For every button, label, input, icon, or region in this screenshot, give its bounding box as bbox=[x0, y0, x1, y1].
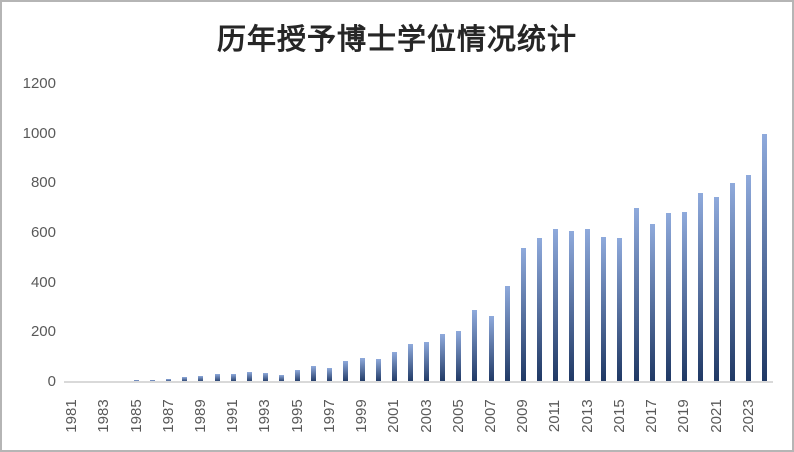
bar-1988 bbox=[182, 377, 188, 382]
bar-2015 bbox=[617, 237, 623, 382]
y-tick-label-1000: 1000 bbox=[22, 124, 56, 142]
x-axis-line bbox=[64, 381, 773, 383]
chart-title: 历年授予博士学位情况统计 bbox=[216, 24, 577, 56]
x-tick-label-1989: 1989 bbox=[191, 399, 209, 433]
x-tick-label-2007: 2007 bbox=[482, 399, 499, 433]
bar-1996 bbox=[311, 366, 317, 382]
x-tick-label-1997: 1997 bbox=[320, 399, 338, 433]
bar-2004 bbox=[440, 334, 446, 382]
x-tick-label-1999: 1999 bbox=[353, 399, 371, 433]
bar-2001 bbox=[391, 352, 397, 382]
bar-1985 bbox=[134, 379, 139, 382]
bar-1997 bbox=[327, 368, 333, 382]
bar-2016 bbox=[633, 208, 639, 382]
bar-1991 bbox=[230, 374, 236, 382]
bar-2000 bbox=[375, 358, 381, 382]
bar-2008 bbox=[504, 286, 510, 382]
bar-1987 bbox=[166, 378, 172, 382]
bar-2010 bbox=[536, 237, 542, 382]
bar-2024 bbox=[762, 133, 768, 382]
x-tick-label-1985: 1985 bbox=[127, 399, 145, 433]
bar-2018 bbox=[665, 213, 671, 382]
x-tick-label-1993: 1993 bbox=[256, 399, 274, 433]
bar-2014 bbox=[601, 236, 607, 382]
bar-2009 bbox=[520, 247, 526, 382]
x-tick-label-1981: 1981 bbox=[63, 399, 81, 433]
bar-2012 bbox=[569, 230, 575, 382]
bar-2006 bbox=[472, 309, 478, 382]
x-tick-label-2005: 2005 bbox=[449, 399, 467, 433]
x-tick-label-2009: 2009 bbox=[514, 399, 532, 433]
bar-1998 bbox=[343, 360, 349, 382]
bar-2013 bbox=[585, 229, 591, 382]
y-tick-label-200: 200 bbox=[30, 323, 56, 341]
x-tick-label-1987: 1987 bbox=[159, 399, 177, 433]
bar-1993 bbox=[262, 373, 268, 382]
bar-1990 bbox=[214, 373, 220, 382]
bar-2002 bbox=[407, 344, 413, 382]
x-tick-label-2003: 2003 bbox=[417, 399, 435, 433]
y-tick-label-600: 600 bbox=[30, 224, 56, 241]
bar-1995 bbox=[295, 370, 301, 382]
bar-2023 bbox=[746, 174, 752, 382]
bar-1994 bbox=[279, 374, 285, 382]
y-tick-label-400: 400 bbox=[30, 273, 56, 291]
x-tick-label-1991: 1991 bbox=[224, 399, 242, 433]
bar-1989 bbox=[198, 375, 204, 382]
x-tick-label-2001: 2001 bbox=[385, 399, 403, 433]
y-tick-label-0: 0 bbox=[47, 373, 56, 390]
bar-2003 bbox=[424, 341, 430, 382]
y-tick-label-1200: 1200 bbox=[22, 75, 56, 92]
x-tick-label-2019: 2019 bbox=[675, 399, 693, 433]
y-tick-label-800: 800 bbox=[30, 174, 56, 192]
bar-2017 bbox=[649, 224, 655, 382]
x-tick-label-2023: 2023 bbox=[739, 399, 757, 433]
bar-1992 bbox=[246, 372, 252, 382]
x-tick-label-2011: 2011 bbox=[546, 399, 564, 433]
bar-2022 bbox=[730, 183, 736, 382]
x-tick-label-2021: 2021 bbox=[707, 399, 725, 433]
bar-2005 bbox=[456, 331, 462, 382]
bar-1999 bbox=[359, 357, 365, 382]
x-tick-label-2015: 2015 bbox=[610, 399, 628, 433]
bar-2020 bbox=[697, 193, 703, 382]
bar-2019 bbox=[681, 211, 687, 382]
bar-2011 bbox=[552, 229, 558, 382]
x-tick-label-2017: 2017 bbox=[643, 399, 661, 433]
x-tick-label-1983: 1983 bbox=[95, 399, 113, 433]
x-tick-label-1995: 1995 bbox=[288, 399, 306, 433]
x-tick-label-2013: 2013 bbox=[578, 399, 596, 433]
bar-2021 bbox=[714, 196, 720, 382]
bar-2007 bbox=[488, 316, 494, 382]
